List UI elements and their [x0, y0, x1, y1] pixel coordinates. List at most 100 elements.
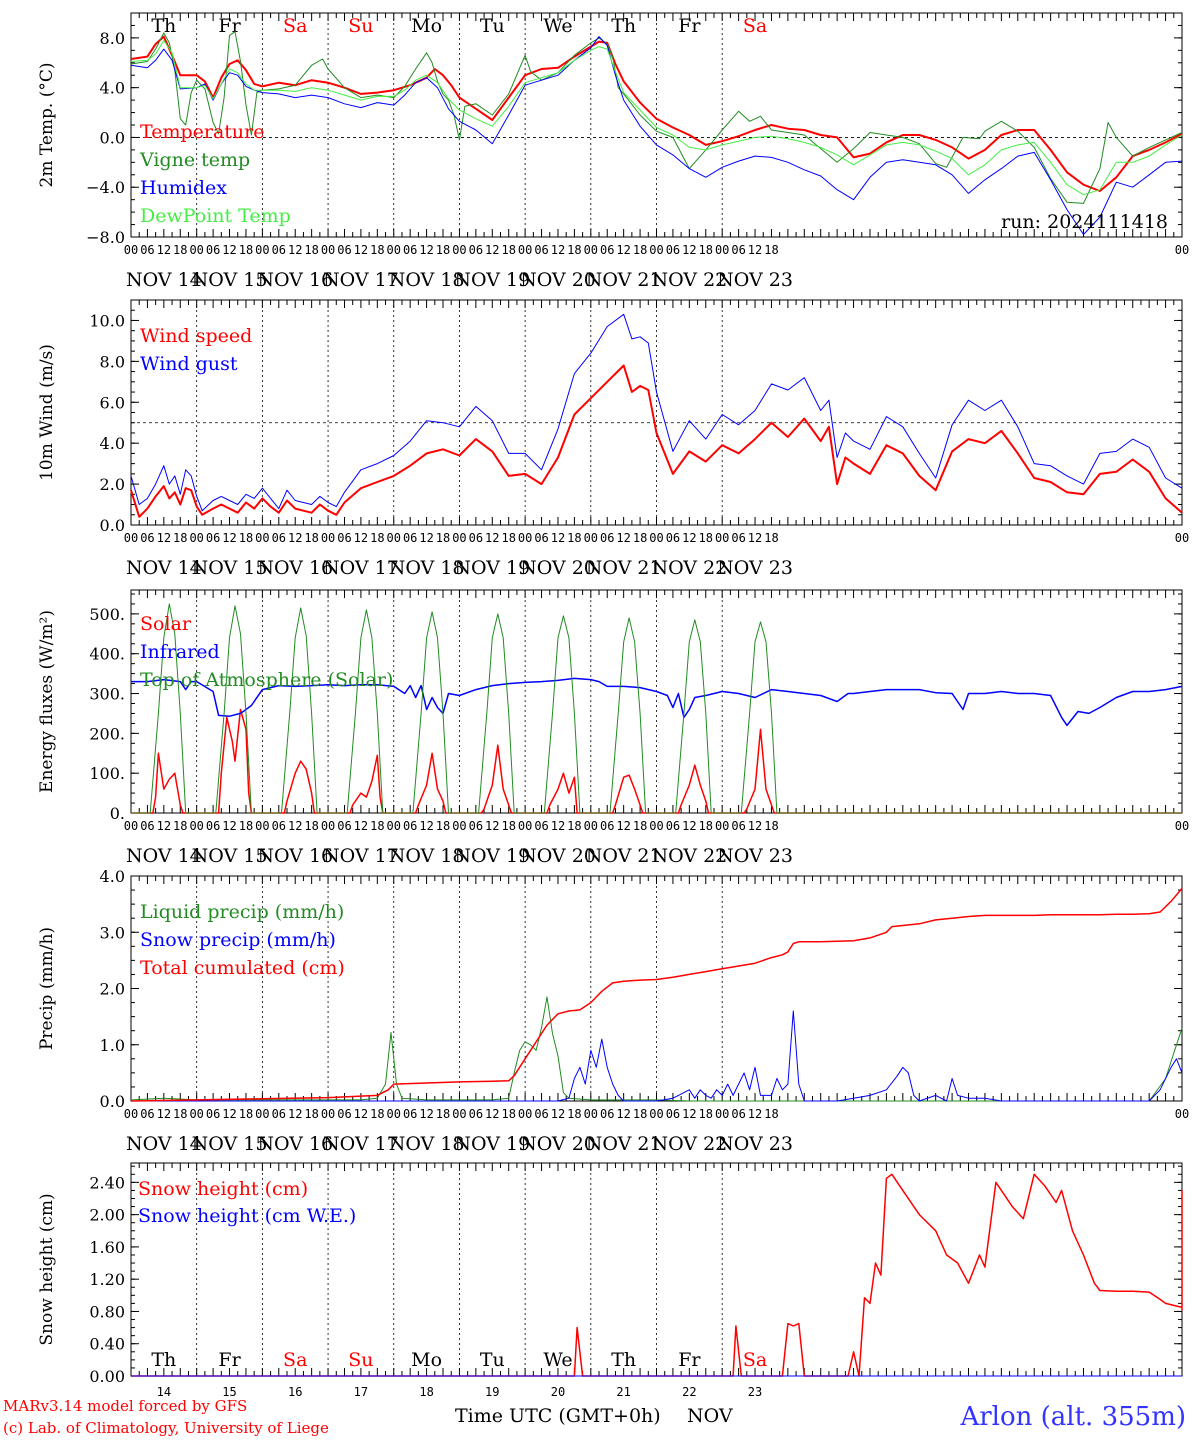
- hour-tick-label: 18: [304, 243, 318, 257]
- hour-tick-label: 06: [469, 243, 483, 257]
- hour-tick-label: 00: [321, 531, 335, 545]
- hour-tick-label: 06: [731, 819, 745, 833]
- hour-tick-label: 06: [600, 243, 614, 257]
- y-tick-label: 2.40: [89, 1173, 125, 1192]
- legend-entry: Snow height (cm W.E.): [138, 1205, 356, 1227]
- hour-tick-label: 06: [469, 819, 483, 833]
- hour-tick-label: 18: [370, 243, 384, 257]
- hour-tick-label: 00: [1175, 243, 1189, 257]
- y-axis-label: 2m Temp. (°C): [37, 62, 57, 187]
- date-label: NOV 23: [717, 845, 793, 867]
- date-label: NOV 18: [389, 269, 465, 291]
- hour-tick-label: 18: [436, 243, 450, 257]
- hour-tick-label: 06: [534, 819, 548, 833]
- hour-tick-label: 00: [518, 1107, 532, 1121]
- day-name-label: Sa: [283, 1349, 307, 1371]
- y-tick-label: 500.: [89, 605, 125, 624]
- day-name-label: Fr: [218, 1349, 241, 1371]
- date-label: NOV 18: [389, 1133, 465, 1155]
- hour-tick-label: 00: [649, 243, 663, 257]
- date-label: NOV 17: [323, 269, 399, 291]
- hour-tick-label: 12: [354, 531, 368, 545]
- hour-tick-label: 12: [748, 819, 762, 833]
- hour-tick-label: 12: [682, 243, 696, 257]
- hour-tick-label: 06: [534, 243, 548, 257]
- y-axis-label: Precip (mm/h): [37, 927, 57, 1050]
- day-name-label: Fr: [678, 1349, 701, 1371]
- day-number-label: 14: [157, 1385, 171, 1399]
- hour-tick-label: 06: [666, 819, 680, 833]
- date-label: NOV 16: [257, 269, 333, 291]
- hour-tick-label: 12: [748, 243, 762, 257]
- series-line-infrared: [131, 677, 1183, 727]
- day-name-label: Th: [611, 15, 636, 37]
- date-label: NOV 19: [454, 845, 530, 867]
- hour-tick-label: 06: [337, 819, 351, 833]
- hour-tick-label: 18: [567, 1107, 581, 1121]
- series-line-humidex: [130, 36, 1183, 235]
- date-label: NOV 20: [520, 845, 596, 867]
- hour-tick-label: 12: [419, 1107, 433, 1121]
- day-name-label: Th: [611, 1349, 636, 1371]
- date-label: NOV 21: [586, 845, 662, 867]
- day-name-label: Tu: [480, 1349, 505, 1371]
- date-label: NOV 19: [454, 557, 530, 579]
- day-name-label: Sa: [283, 15, 307, 37]
- hour-tick-label: 00: [387, 1107, 401, 1121]
- hour-tick-label: 06: [600, 531, 614, 545]
- y-tick-label: 0.80: [89, 1302, 125, 1321]
- hour-tick-label: 06: [140, 531, 154, 545]
- hour-tick-label: 00: [321, 1107, 335, 1121]
- hour-tick-label: 00: [584, 243, 598, 257]
- date-label: NOV 17: [323, 1133, 399, 1155]
- day-name-label: Th: [151, 15, 176, 37]
- y-tick-label: 3.0: [100, 923, 125, 942]
- panel-3: 500. 400. 300. 200. 100. 0. Energy fluxes (W/m…: [37, 589, 1189, 867]
- hour-tick-label: 06: [337, 531, 351, 545]
- hour-tick-label: 18: [501, 819, 515, 833]
- hour-tick-label: 18: [436, 819, 450, 833]
- hour-tick-label: 12: [222, 1107, 236, 1121]
- hour-tick-label: 06: [666, 1107, 680, 1121]
- legend-entry: Vigne temp: [139, 149, 250, 171]
- y-tick-label: 6.0: [100, 393, 125, 412]
- y-tick-label: 10.0: [89, 311, 125, 330]
- date-label: NOV 22: [651, 269, 727, 291]
- hour-tick-label: 12: [157, 243, 171, 257]
- hour-tick-label: 12: [682, 819, 696, 833]
- hour-tick-label: 12: [748, 531, 762, 545]
- date-label: NOV 18: [389, 845, 465, 867]
- y-tick-label: 4.0: [100, 434, 125, 453]
- hour-tick-label: 18: [633, 243, 647, 257]
- hour-tick-label: 06: [731, 531, 745, 545]
- hour-tick-label: 00: [452, 531, 466, 545]
- date-label: NOV 14: [126, 269, 202, 291]
- hour-tick-label: 12: [616, 819, 630, 833]
- day-name-label: Fr: [218, 15, 241, 37]
- series-line-dewpoint-temp: [130, 39, 1183, 196]
- hour-tick-label: 18: [239, 243, 253, 257]
- hour-tick-label: 18: [370, 819, 384, 833]
- date-label: NOV 14: [126, 845, 202, 867]
- hour-tick-label: 12: [485, 531, 499, 545]
- hour-tick-label: 12: [288, 819, 302, 833]
- hour-tick-label: 12: [485, 243, 499, 257]
- hour-tick-label: 12: [354, 1107, 368, 1121]
- series-line-solar: [131, 708, 1182, 814]
- day-name-label: We: [543, 15, 572, 37]
- date-label: NOV 23: [717, 557, 793, 579]
- hour-tick-label: 00: [452, 1107, 466, 1121]
- month-label: NOV: [687, 1405, 733, 1427]
- y-tick-label: 2.00: [89, 1206, 125, 1225]
- day-name-label: Fr: [678, 15, 701, 37]
- hour-tick-label: 12: [222, 819, 236, 833]
- legend-entry: DewPoint Temp: [140, 205, 291, 227]
- hour-tick-label: 18: [239, 819, 253, 833]
- hour-tick-label: 18: [699, 819, 713, 833]
- hour-tick-label: 12: [551, 531, 565, 545]
- day-name-label: Mo: [411, 15, 442, 37]
- hour-tick-label: 12: [222, 243, 236, 257]
- hour-tick-label: 18: [699, 1107, 713, 1121]
- hour-tick-label: 12: [288, 531, 302, 545]
- hour-tick-label: 00: [452, 243, 466, 257]
